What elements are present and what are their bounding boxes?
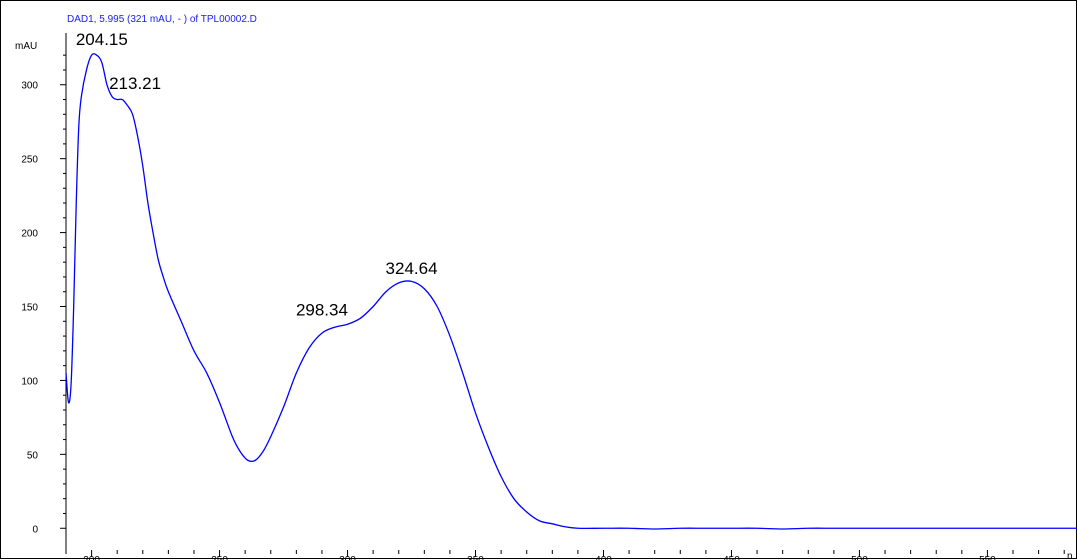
y-tick-label: 300 — [21, 81, 38, 92]
x-tick-label: 300 — [339, 555, 356, 560]
peak-label: 213.21 — [109, 74, 161, 93]
y-tick-label: 50 — [27, 450, 39, 461]
x-tick-label: 500 — [851, 555, 868, 560]
y-tick-label: 250 — [21, 155, 38, 166]
x-tick-label: 450 — [723, 555, 740, 560]
x-tick-label: 550 — [979, 555, 996, 560]
x-tick-label: 200 — [83, 555, 100, 560]
spectrum-line — [65, 53, 1077, 530]
peak-label: 324.64 — [386, 259, 438, 278]
peak-labels: 204.15 213.21 298.34 324.64 — [76, 30, 438, 320]
peak-label: 298.34 — [296, 300, 348, 319]
y-tick-label: 0 — [32, 524, 38, 535]
series-group — [65, 53, 1077, 530]
chart-title: DAD1, 5.995 (321 mAU, - ) of TPL00002.D — [67, 14, 257, 25]
y-tick-label: 200 — [21, 229, 38, 240]
x-axis-unit-label: n — [1067, 551, 1073, 560]
x-tick-label: 400 — [595, 555, 612, 560]
y-tick-label: 150 — [21, 303, 38, 314]
y-axis-ticks: 0 50 100 150 200 250 300 — [21, 54, 66, 535]
peak-label: 204.15 — [76, 30, 128, 49]
x-axis-ticks: 200 250 300 350 400 450 500 550 — [65, 550, 1065, 560]
x-tick-label: 350 — [467, 555, 484, 560]
x-tick-label: 250 — [211, 555, 228, 560]
y-axis-unit-label: mAU — [15, 41, 37, 52]
y-tick-label: 100 — [21, 376, 38, 387]
